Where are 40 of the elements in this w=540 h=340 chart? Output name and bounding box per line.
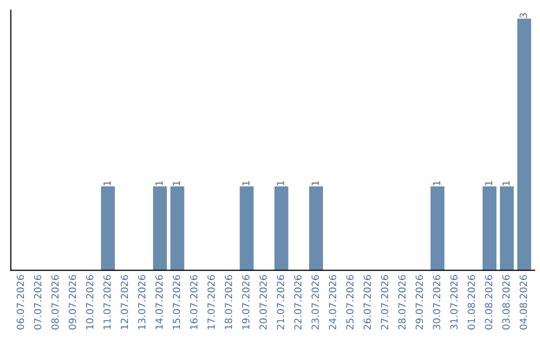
x-tick-label: 19.07.2026 (242, 275, 250, 330)
x-tick-label: 26.07.2026 (364, 275, 371, 330)
data-label: 1 (485, 181, 492, 186)
x-tick-label: 14.07.2026 (155, 275, 163, 330)
data-label: 1 (502, 181, 510, 186)
x-tick-label: 11.07.2026 (103, 275, 111, 330)
x-tick-label: 07.07.2026 (34, 275, 42, 330)
x-tick-label: 18.07.2026 (224, 275, 232, 330)
data-label: 1 (242, 181, 250, 186)
data-label: 1 (104, 181, 111, 186)
x-tick-label: 24.07.2026 (328, 275, 336, 330)
x-tick-label: 09.07.2026 (68, 275, 76, 330)
x-tick-label: 15.07.2026 (172, 275, 180, 330)
data-label: 1 (433, 181, 440, 186)
x-tick-label: 10.07.2026 (86, 275, 94, 330)
x-tick-label: 06.07.2026 (16, 275, 24, 330)
x-tick-label: 28.07.2026 (398, 275, 406, 330)
x-tick-label: 03.08.2026 (502, 275, 510, 330)
x-tick-label: 27.07.2026 (380, 275, 388, 330)
x-tick-label: 08.07.2026 (51, 275, 59, 330)
data-label: 1 (276, 181, 284, 186)
x-tick-label: 12.07.2026 (120, 275, 128, 330)
x-tick-label: 02.08.2026 (484, 275, 492, 330)
x-tick-label: 31.07.2026 (450, 275, 458, 330)
data-label: 1 (156, 181, 163, 186)
x-tick-label: 17.07.2026 (207, 275, 215, 330)
x-tick-label: 23.07.2026 (312, 275, 319, 330)
x-tick-label: 13.07.2026 (138, 275, 146, 330)
x-tick-label: 16.07.2026 (190, 275, 198, 330)
x-tick-label: 21.07.2026 (276, 275, 284, 330)
x-tick-label: 29.07.2026 (416, 275, 423, 330)
x-tick-label: 22.07.2026 (294, 275, 302, 330)
x-tick-label: 01.08.2026 (468, 275, 475, 330)
x-tick-label: 25.07.2026 (346, 275, 354, 330)
data-label: 3 (520, 13, 528, 18)
x-tick-label: 30.07.2026 (432, 275, 440, 330)
data-label: 1 (172, 181, 180, 186)
x-tick-label: 04.08.2026 (520, 275, 528, 330)
x-tick-label: 20.07.2026 (259, 275, 267, 330)
data-label: 1 (312, 181, 319, 186)
